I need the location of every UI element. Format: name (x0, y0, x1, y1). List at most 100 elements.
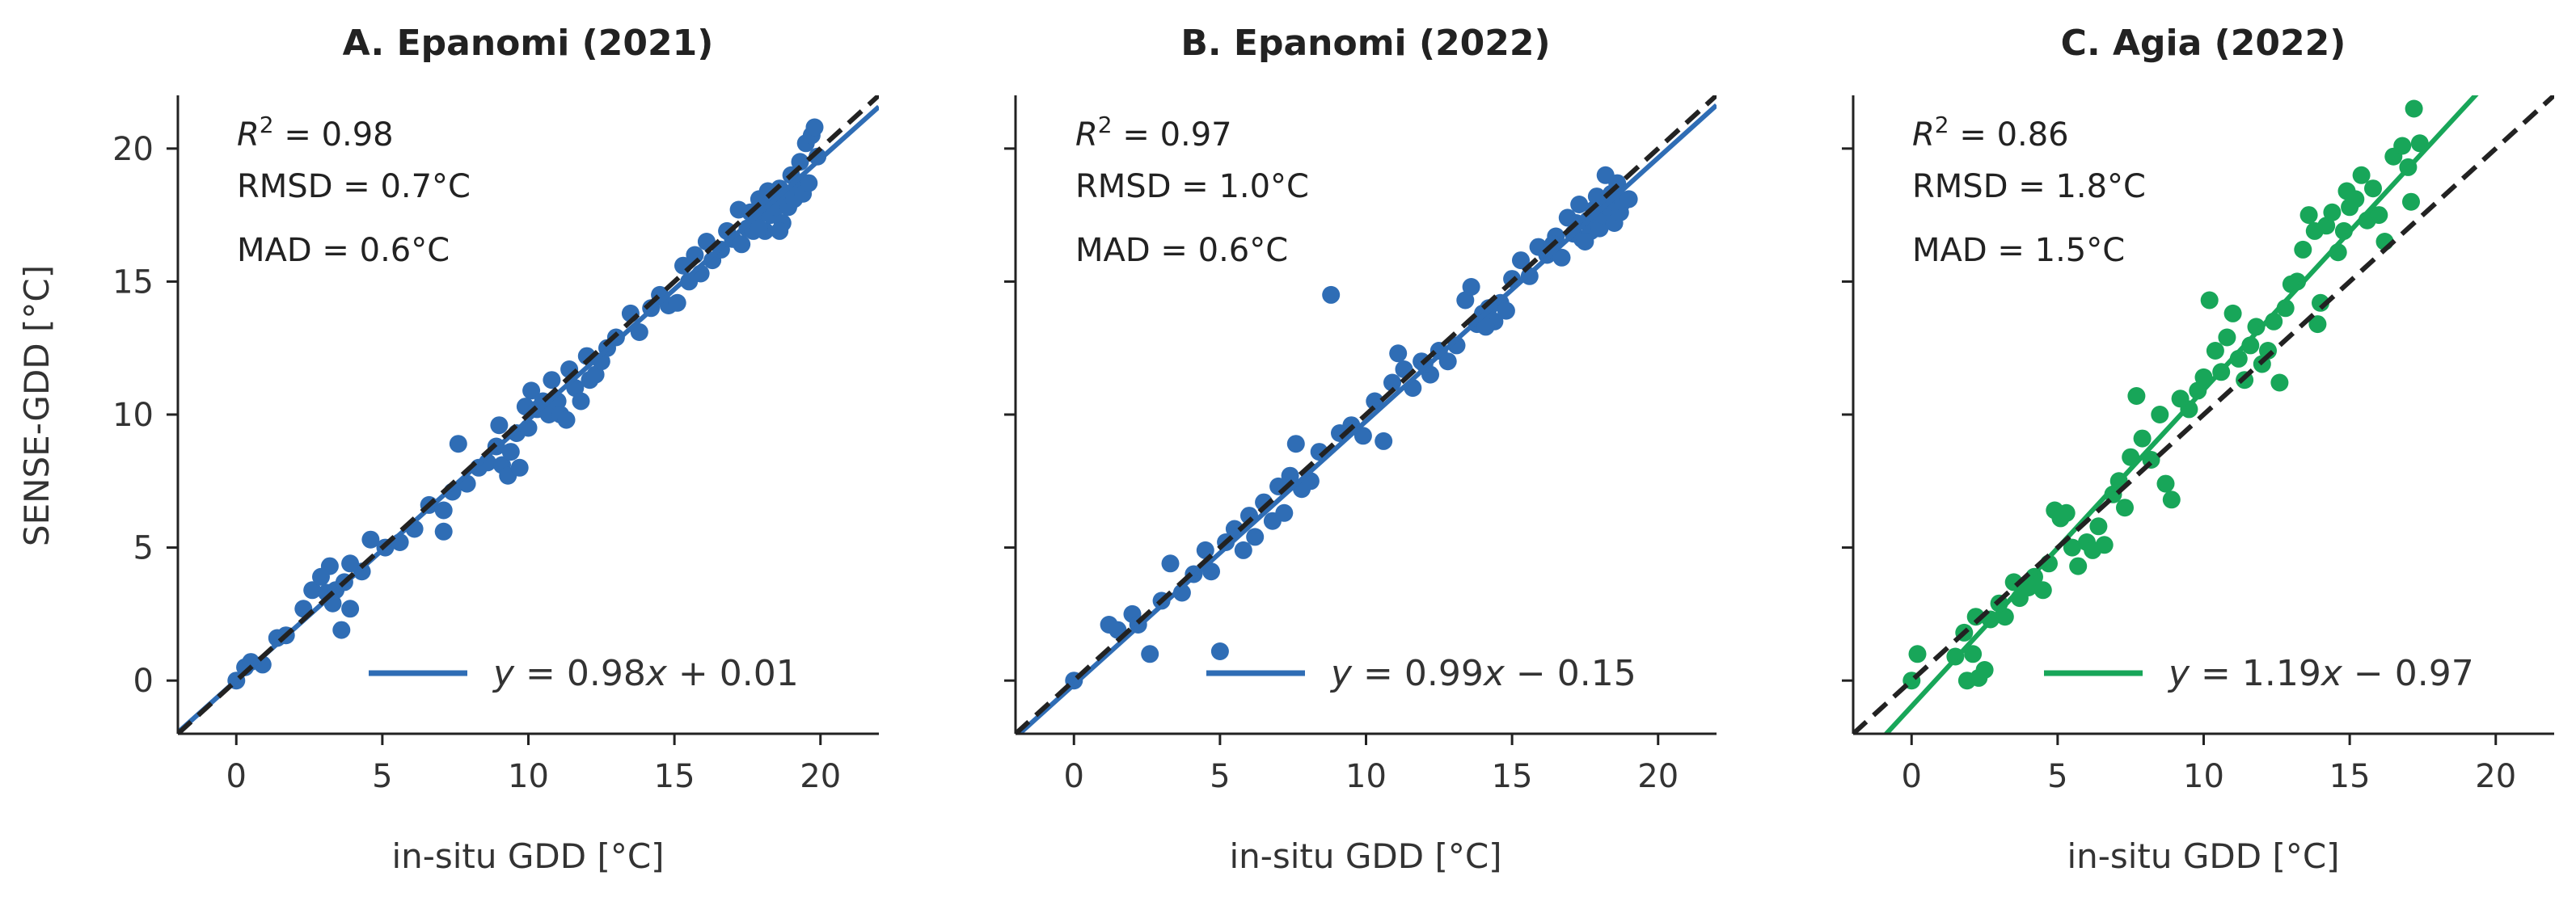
panel-a-y-tick-label: 15 (112, 263, 154, 301)
panel-b-data-point (1570, 196, 1589, 213)
panel-a-data-point (501, 443, 520, 461)
panel-a-stats: R2 = 0.98 RMSD = 0.7°C MAD = 0.6°C (237, 112, 471, 270)
panel-a-fit-line (178, 104, 879, 734)
panel-b-x-tick-label: 10 (1345, 758, 1387, 795)
panel-a-data-point (320, 557, 339, 575)
panel-c-x-tick-label: 20 (2475, 758, 2516, 795)
panel-c-data-point (2156, 474, 2175, 493)
panel-a-data-point (490, 416, 509, 435)
panel-a-data-point (522, 381, 541, 400)
panel-a-data-point (733, 235, 751, 254)
panel-b-data-point (1246, 528, 1265, 546)
panel-a-legend-x: x (644, 653, 668, 694)
panel-c-legend-label: y = 1.19x − 0.97 (2167, 653, 2474, 694)
panel-a-x-tick-label: 10 (508, 758, 549, 795)
panel-a-data-point (805, 118, 824, 137)
panel-b-data-point (1234, 541, 1252, 559)
panel-a-x-tick-label: 0 (226, 758, 247, 795)
panel-b-legend-intercept: − 0.15 (1505, 653, 1636, 694)
panel-b-r2-symbol: R (1075, 116, 1098, 154)
panel-b-data-point (1366, 392, 1384, 411)
panel-a-y-tick-label: 10 (112, 397, 154, 434)
panel-a-plot: 0 5 10 15 20 0 5 10 15 20 (112, 95, 879, 795)
panel-c-x-tick-label: 15 (2329, 758, 2371, 795)
panel-a-data-point (543, 371, 561, 390)
panel-c-data-point (2393, 137, 2412, 155)
panel-a-data-point (557, 411, 576, 429)
panel-b-x-axis-label: in-situ GDD [°C] (1229, 836, 1501, 876)
panel-c-data-point (2095, 536, 2114, 554)
panel-b-data-point (1456, 291, 1475, 310)
panel-b-stats: R2 = 0.97 RMSD = 1.0°C MAD = 0.6°C (1075, 112, 1309, 270)
panel-a-data-point (750, 219, 768, 238)
panel-c-data-point (2033, 581, 2052, 600)
panel-a-data-point (668, 293, 686, 312)
panel-a-x-tick-label: 20 (800, 758, 841, 795)
panel-b-data-point (1512, 251, 1530, 270)
panel-c-data-point (2151, 406, 2169, 423)
panel-a-identity-line (178, 95, 879, 734)
panel-b-data-point (1389, 344, 1408, 363)
panel-a-legend-y: y (492, 653, 515, 694)
panel-a-r2-value: = 0.98 (274, 116, 394, 154)
panel-b-legend-label: y = 0.99x − 0.15 (1329, 653, 1636, 694)
panel-c-data-point (2402, 192, 2420, 211)
panel-b-data-point (1383, 373, 1401, 392)
panel-c-data-point (2270, 373, 2289, 392)
panel-c-data-point (2299, 206, 2318, 225)
panel-c-data-point (2308, 315, 2327, 334)
panel-b-data-point (1322, 285, 1341, 304)
panel-c-data-point (2370, 206, 2388, 225)
panel-a-data-point (686, 246, 704, 264)
panel-b-legend-slope: = 0.99 (1352, 653, 1484, 694)
panel-a-data-point (800, 174, 818, 192)
panel-c-legend-y: y (2167, 653, 2190, 694)
panel-a-data-point (434, 501, 453, 520)
panel-c-data-point (2162, 491, 2181, 509)
y-axis-label: SENSE-GDD [°C] (17, 265, 57, 546)
panel-a-data-point (341, 600, 360, 618)
panel-c-data-point (2189, 381, 2207, 400)
panel-c-legend-x: x (2320, 653, 2343, 694)
panel-c-data-point (2294, 240, 2312, 259)
panel-c-data-point (2133, 429, 2152, 448)
panel-c-data-point (2364, 179, 2382, 198)
panel-a-data-point (791, 153, 809, 171)
panel-c-mad: MAD = 1.5°C (1912, 232, 2125, 269)
panel-c-data-point (2352, 166, 2371, 184)
panel-b-r2-value: = 0.97 (1113, 116, 1232, 154)
panel-a-data-point (434, 522, 453, 541)
panel-a-y-tick-label: 0 (133, 663, 154, 700)
panel-c-r2: R2 = 0.86 (1912, 112, 2069, 154)
panel-c: C. Agia (2022) 0 5 10 15 20 R2 = 0.86 RMSD =… (1842, 23, 2554, 876)
panel-c-data-point (2200, 291, 2219, 310)
panel-b-data-point (1587, 187, 1606, 206)
panel-a-data-point (303, 581, 322, 600)
panel-c-data-point (2323, 203, 2342, 221)
panel-c-stats: R2 = 0.86 RMSD = 1.8°C MAD = 1.5°C (1912, 112, 2146, 270)
panel-c-data-point (2218, 328, 2236, 347)
panel-b-x-tick-label: 15 (1492, 758, 1533, 795)
panel-b-data-point (1497, 301, 1515, 320)
panel-c-x-tick-label: 10 (2183, 758, 2224, 795)
panel-c-data-point (1964, 645, 1983, 663)
panel-c-fit-line (1882, 95, 2479, 734)
panel-c-x-tick-label: 5 (2047, 758, 2067, 795)
panel-c-data-point (1975, 661, 1994, 679)
panel-b-mad: MAD = 0.6°C (1075, 232, 1288, 269)
panel-c-data-point (2206, 342, 2224, 360)
panel-b-data-point (1286, 435, 1305, 453)
panel-b-data-point (1281, 466, 1299, 485)
panel-c-legend-intercept: − 0.97 (2342, 653, 2474, 694)
panel-a-data-point (586, 365, 605, 384)
panel-b-data-point (1375, 432, 1393, 450)
panel-a-title: A. Epanomi (2021) (343, 23, 714, 64)
panel-b-x-tick-label: 20 (1637, 758, 1679, 795)
panel-c-data-point (1908, 645, 1927, 663)
panel-a-legend-slope: = 0.98 (514, 653, 646, 694)
panel-b-data-point (1620, 190, 1638, 208)
panel-c-title: C. Agia (2022) (2061, 23, 2346, 64)
panel-c-data-point (2223, 304, 2242, 322)
panel-b-legend: y = 0.99x − 0.15 (1206, 653, 1636, 694)
